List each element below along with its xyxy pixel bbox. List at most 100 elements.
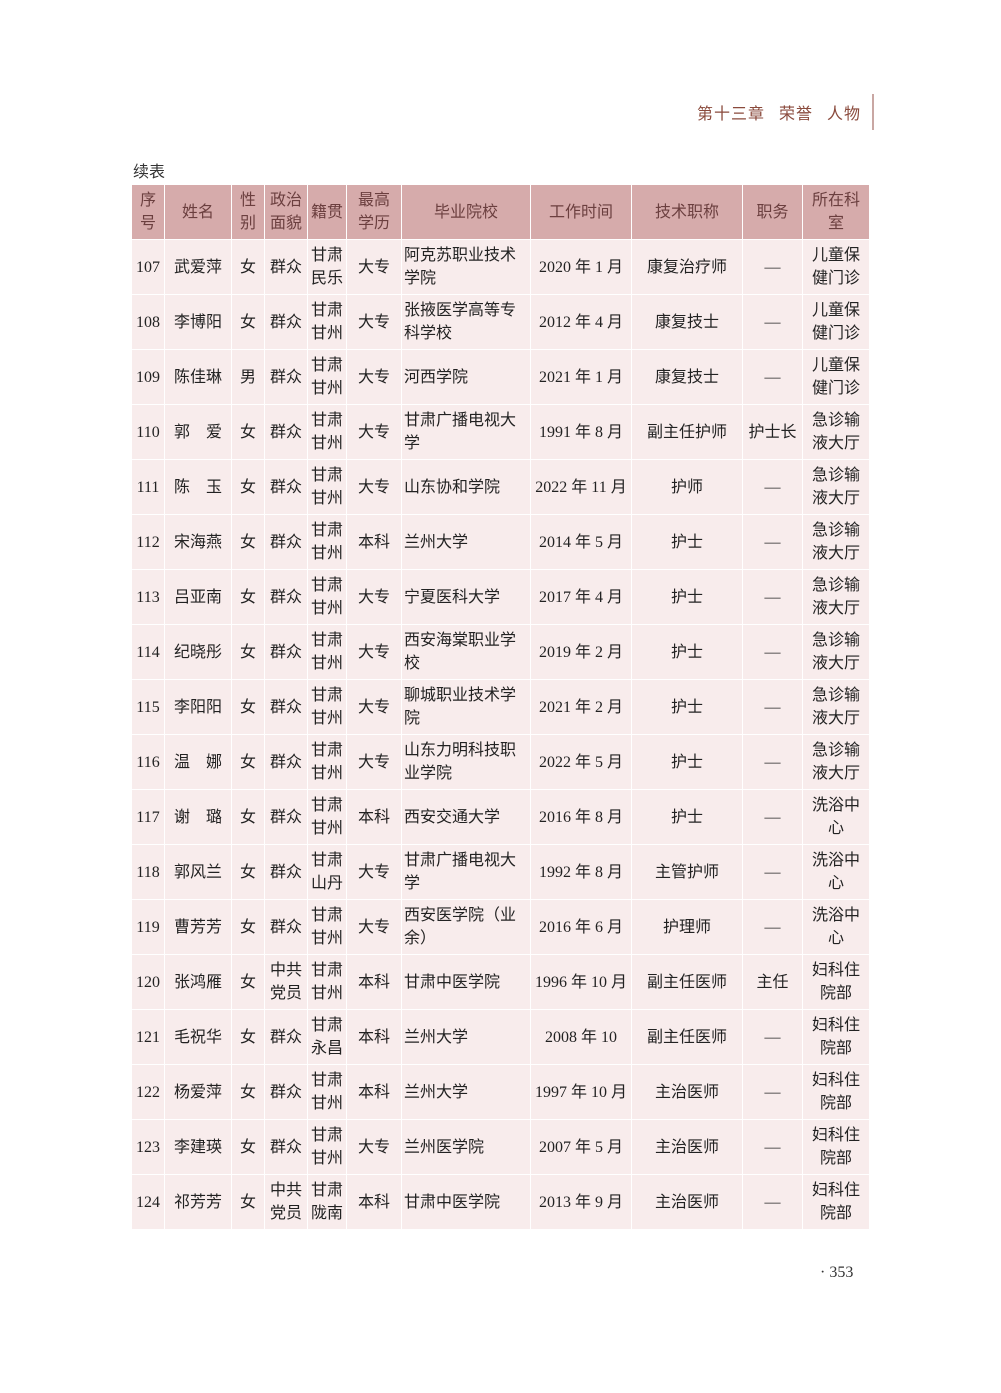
table-cell: 李博阳 (164, 294, 232, 350)
table-cell: 护理师 (631, 899, 743, 955)
table-cell: 112 (131, 514, 165, 570)
table-row: 119 曹芳芳女群众 甘肃甘州 大专 西安医学院（业余） 2016 年 6 月护理师 — 洗浴… (131, 899, 870, 955)
table-row: 115 李阳阳女群众 甘肃甘州 大专 聊城职业技术学院 2021 年 2 月护士 — 急诊输液… (131, 679, 870, 735)
table-cell: 大专 (346, 239, 402, 295)
table-row: 117 谢 璐女群众 甘肃甘州 本科 西安交通大学 2016 年 8 月护士 — 洗浴中心 (131, 789, 870, 845)
table-cell: 女 (231, 404, 265, 460)
table-cell: 118 (131, 844, 165, 900)
column-header: 技术职称 (631, 184, 743, 240)
table-row: 123 李建瑛女群众 甘肃甘州 大专 兰州医学院 2007 年 5 月主治医师 — 妇科住院部 (131, 1119, 870, 1175)
table-cell: 洗浴中心 (802, 789, 870, 845)
table-cell: 宁夏医科大学 (401, 569, 531, 625)
table-cell: 本科 (346, 789, 402, 845)
table-cell: 阿克苏职业技术学院 (401, 239, 531, 295)
table-row: 111 陈 玉女群众 甘肃甘州 大专 山东协和学院 2022 年 11 月护师 — 急诊输液大… (131, 459, 870, 515)
table-cell: 2013 年 9 月 (530, 1174, 632, 1230)
table-cell: 女 (231, 789, 265, 845)
table-cell: 大专 (346, 899, 402, 955)
table-row: 110 郭 爱女群众 甘肃甘州 大专 甘肃广播电视大学 1991 年 8 月副主任护师 护士… (131, 404, 870, 460)
table-cell: 洗浴中心 (802, 899, 870, 955)
table-cell: 甘肃山丹 (307, 844, 347, 900)
table-cell: 甘肃甘州 (307, 734, 347, 790)
table-cell: 119 (131, 899, 165, 955)
table-cell: 甘肃永昌 (307, 1009, 347, 1065)
table-cell: 主治医师 (631, 1064, 743, 1120)
table-cell: 群众 (264, 404, 308, 460)
table-cell: 甘肃广播电视大学 (401, 404, 531, 460)
table-cell: 山东协和学院 (401, 459, 531, 515)
table-cell: 河西学院 (401, 349, 531, 405)
table-cell: — (742, 459, 803, 515)
table-cell: 副主任护师 (631, 404, 743, 460)
table-cell: 甘肃民乐 (307, 239, 347, 295)
column-header: 性别 (231, 184, 265, 240)
table-cell: 女 (231, 1119, 265, 1175)
table-cell: 护士 (631, 514, 743, 570)
table-cell: — (742, 514, 803, 570)
table-cell: 儿童保健门诊 (802, 349, 870, 405)
table-cell: 2021 年 1 月 (530, 349, 632, 405)
chapter-label: 第十三章 (696, 104, 765, 123)
table-row: 116 温 娜女群众 甘肃甘州 大专 山东力明科技职业学院 2022 年 5 月护士 — 急诊… (131, 734, 870, 790)
table-cell: 杨爱萍 (164, 1064, 232, 1120)
table-cell: 114 (131, 624, 165, 680)
table-cell: 2019 年 2 月 (530, 624, 632, 680)
table-cell: 宋海燕 (164, 514, 232, 570)
table-cell: 124 (131, 1174, 165, 1230)
table-cell: 护士 (631, 789, 743, 845)
table-cell: 女 (231, 569, 265, 625)
table-cell: 113 (131, 569, 165, 625)
table-cell: 张鸿雁 (164, 954, 232, 1010)
table-cell: — (742, 899, 803, 955)
table-cell: 甘肃甘州 (307, 569, 347, 625)
table-cell: — (742, 1174, 803, 1230)
column-header: 毕业院校 (401, 184, 531, 240)
table-cell: 温 娜 (164, 734, 232, 790)
table-cell: 108 (131, 294, 165, 350)
table-cell: 甘肃甘州 (307, 514, 347, 570)
table-cell: 大专 (346, 294, 402, 350)
table-cell: 女 (231, 954, 265, 1010)
table-cell: 妇科住院部 (802, 1064, 870, 1120)
table-cell: 甘肃陇南 (307, 1174, 347, 1230)
table-cell: 2016 年 6 月 (530, 899, 632, 955)
table-cell: 大专 (346, 569, 402, 625)
table-cell: 急诊输液大厅 (802, 624, 870, 680)
table-cell: 谢 璐 (164, 789, 232, 845)
table-cell: 大专 (346, 1119, 402, 1175)
table-cell: 107 (131, 239, 165, 295)
table-cell: 儿童保健门诊 (802, 294, 870, 350)
table-row: 108 李博阳女群众 甘肃甘州 大专 张掖医学高等专科学校 2012 年 4 月康复技士 —… (131, 294, 870, 350)
table-cell: 郭风兰 (164, 844, 232, 900)
table-cell: — (742, 789, 803, 845)
table-cell: 大专 (346, 349, 402, 405)
table-cell: 2020 年 1 月 (530, 239, 632, 295)
table-row: 121 毛祝华女群众 甘肃永昌 本科 兰州大学 2008 年 10 副主任医师 — 妇科住院部 (131, 1009, 870, 1065)
table-cell: 女 (231, 1064, 265, 1120)
table-cell: 甘肃甘州 (307, 459, 347, 515)
table-cell: — (742, 294, 803, 350)
subsection-label: 人物 (826, 104, 861, 123)
table-cell: 武爱萍 (164, 239, 232, 295)
table-cell: 甘肃甘州 (307, 899, 347, 955)
table-cell: 2017 年 4 月 (530, 569, 632, 625)
table-cell: 兰州大学 (401, 514, 531, 570)
table-cell: 群众 (264, 569, 308, 625)
table-cell: 116 (131, 734, 165, 790)
table-cell: 甘肃甘州 (307, 624, 347, 680)
table-cell: 甘肃中医学院 (401, 1174, 531, 1230)
table-cell: 曹芳芳 (164, 899, 232, 955)
table-header: 序号 姓名 性别 政治面貌 籍贯 最高学历 毕业院校 工作时间 技术职称 职务 所在科室 (131, 184, 870, 240)
table-cell: 甘肃甘州 (307, 294, 347, 350)
table-cell: 女 (231, 624, 265, 680)
table-cell: 本科 (346, 514, 402, 570)
table-cell: 女 (231, 514, 265, 570)
table-cell: — (742, 679, 803, 735)
table-cell: 妇科住院部 (802, 954, 870, 1010)
table-cell: 117 (131, 789, 165, 845)
table-row: 112 宋海燕女群众 甘肃甘州 本科 兰州大学 2014 年 5 月护士 — 急诊输液大厅 (131, 514, 870, 570)
table-cell: 121 (131, 1009, 165, 1065)
table-row: 124 祁芳芳女中共党员 甘肃陇南 本科 甘肃中医学院 2013 年 9 月主治医师 — 妇科… (131, 1174, 870, 1230)
table-cell: 主任 (742, 954, 803, 1010)
